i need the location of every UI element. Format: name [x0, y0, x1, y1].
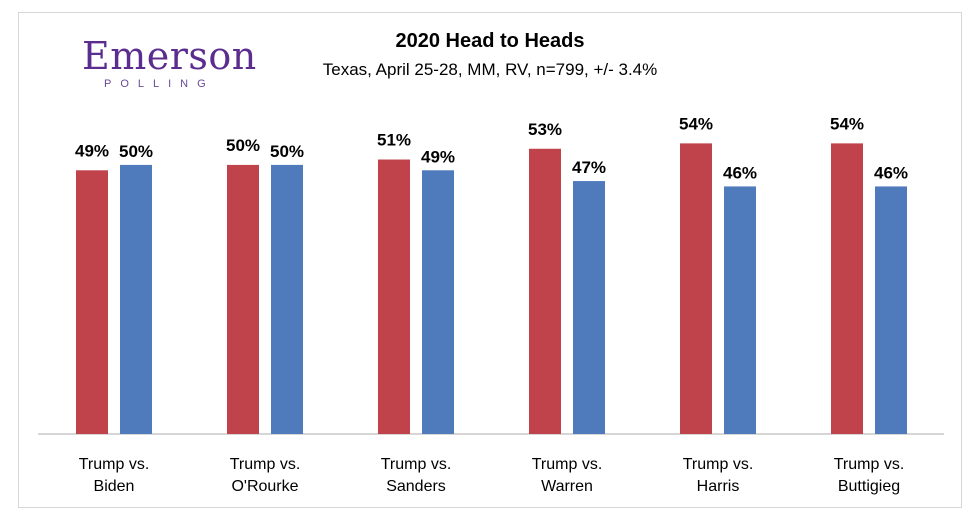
emerson-polling-logo: Emerson POLLING [82, 34, 257, 90]
logo-wordmark: Emerson [82, 34, 257, 78]
bar-s1-c0 [120, 164, 152, 434]
bar-s1-c1 [271, 164, 303, 434]
data-label-s1-c4: 46% [723, 163, 757, 182]
category-label-4-1: Harris [697, 478, 740, 495]
bar-s0-c5 [831, 143, 863, 434]
chart-title: 2020 Head to Heads [395, 30, 585, 52]
data-label-s1-c1: 50% [270, 142, 304, 161]
category-label-5-1: Buttigieg [838, 478, 900, 495]
data-label-s1-c2: 49% [421, 147, 455, 166]
bar-s1-c2 [422, 170, 454, 435]
bar-s1-c5 [875, 186, 907, 434]
category-label-2-0: Trump vs. [381, 456, 452, 473]
category-label-0-1: Biden [94, 478, 135, 495]
bar-s0-c0 [76, 170, 108, 435]
bar-s0-c1 [227, 164, 259, 434]
category-label-1-1: O'Rourke [231, 478, 298, 495]
bar-s0-c2 [378, 159, 410, 434]
data-label-s1-c0: 50% [119, 142, 153, 161]
category-label-3-1: Warren [541, 478, 593, 495]
category-label-0-0: Trump vs. [79, 456, 150, 473]
chart-frame [18, 12, 962, 508]
bar-s1-c4 [724, 186, 756, 434]
category-label-2-1: Sanders [386, 478, 446, 495]
data-label-s0-c1: 50% [226, 136, 260, 155]
category-label-1-0: Trump vs. [230, 456, 301, 473]
bar-s1-c3 [573, 181, 605, 434]
data-label-s0-c4: 54% [679, 114, 713, 133]
data-label-s1-c3: 47% [572, 158, 606, 177]
data-label-s1-c5: 46% [874, 163, 908, 182]
bar-s0-c3 [529, 148, 561, 434]
data-label-s0-c5: 54% [830, 114, 864, 133]
data-label-s0-c2: 51% [377, 131, 411, 150]
category-label-3-0: Trump vs. [532, 456, 603, 473]
bar-s0-c4 [680, 143, 712, 434]
logo-subtext: POLLING [104, 78, 215, 90]
category-label-4-0: Trump vs. [683, 456, 754, 473]
data-label-s0-c3: 53% [528, 120, 562, 139]
chart-subtitle: Texas, April 25-28, MM, RV, n=799, +/- 3… [322, 60, 658, 79]
category-label-5-0: Trump vs. [834, 456, 905, 473]
data-label-s0-c0: 49% [75, 141, 109, 160]
